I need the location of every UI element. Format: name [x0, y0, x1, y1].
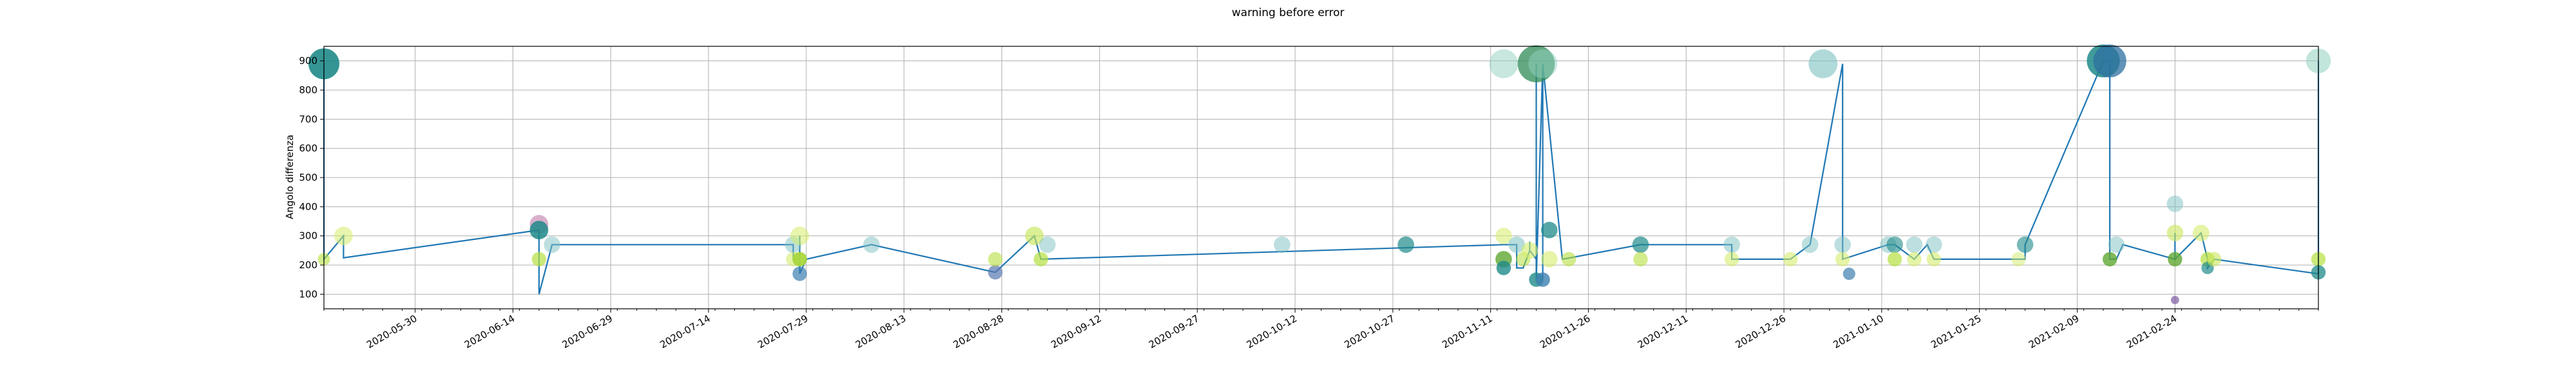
x-tick-label: 2020-05-30	[365, 313, 419, 351]
scatter-point	[1907, 252, 1922, 267]
scatter-point	[1496, 261, 1511, 275]
scatter-point	[2168, 252, 2183, 267]
y-tick-label: 300	[299, 230, 317, 242]
scatter-point	[1926, 236, 1942, 253]
scatter-point	[2011, 252, 2026, 267]
x-tick-label: 2021-02-24	[2125, 313, 2179, 351]
scatter-point	[1801, 236, 1819, 253]
y-tick-label: 400	[299, 201, 317, 212]
x-tick-label: 2020-08-28	[951, 313, 1006, 351]
scatter-point	[863, 236, 880, 253]
scatter-point	[1521, 242, 1539, 259]
x-tick-label: 2020-10-27	[1342, 313, 1397, 351]
x-tick-label: 2020-11-11	[1440, 313, 1495, 351]
scatter-point	[2093, 44, 2126, 78]
scatter-point	[1835, 252, 1850, 267]
y-tick-label: 800	[299, 84, 317, 96]
scatter-point	[1633, 252, 1648, 267]
axes: 100 200 300 400 500 600 700 800 900 2020-05-30 202…	[299, 46, 2319, 351]
scatter-point	[1528, 49, 1558, 78]
scatter-point	[792, 266, 808, 281]
y-tick-label: 500	[299, 172, 317, 183]
scatter-point	[1723, 236, 1740, 253]
scatter-point	[2206, 252, 2222, 267]
scatter-point	[529, 221, 549, 239]
y-tick-label: 700	[299, 113, 317, 125]
x-tick-label: 2020-06-29	[560, 313, 615, 351]
scatter-point	[1540, 251, 1558, 268]
scatter-point	[544, 236, 561, 253]
scatter-point	[1783, 252, 1798, 267]
scatter-point	[1808, 49, 1838, 78]
chart-title: warning before error	[1232, 6, 1345, 19]
x-tick-label: 2021-01-25	[1929, 313, 1984, 351]
scatter-point	[2102, 252, 2117, 267]
scatter-point	[334, 226, 353, 246]
scatter-point	[1535, 272, 1550, 287]
y-tick-label: 900	[299, 55, 317, 67]
scatter-point	[792, 252, 808, 267]
scatter-point	[2166, 225, 2184, 241]
scatter-point	[1495, 227, 1512, 244]
x-tick-label: 2020-07-29	[755, 313, 810, 351]
scatter-point	[1273, 236, 1291, 253]
scatter-point	[988, 265, 1003, 280]
x-tick-label: 2020-12-26	[1734, 313, 1788, 351]
x-tick-label: 2020-10-12	[1245, 313, 1300, 351]
scatter-point	[1508, 236, 1525, 253]
y-tick-label: 200	[299, 259, 317, 271]
scatter-point	[790, 226, 810, 246]
scatter-point	[1834, 236, 1851, 253]
scatter-point	[1489, 49, 1519, 78]
scatter-point	[2170, 296, 2179, 304]
y-tick-label: 600	[299, 143, 317, 154]
grid	[324, 46, 2318, 309]
x-tick-label: 2020-07-14	[658, 313, 713, 351]
scatter-point	[1842, 268, 1855, 280]
plot-frame	[323, 46, 2319, 309]
x-tick-label: 2021-02-09	[2027, 313, 2081, 351]
scatter-point	[1632, 236, 1649, 253]
scatter-point	[1906, 236, 1923, 253]
scatter-point	[531, 252, 547, 267]
scatter-point	[1724, 252, 1739, 267]
scatter-point	[1025, 226, 1044, 246]
x-tick-label: 2020-09-27	[1147, 313, 1202, 351]
scatter-point	[1561, 252, 1577, 267]
scatter-point	[1039, 236, 1056, 253]
y-axis-label: Angolo differenza	[284, 134, 296, 219]
x-tick-label: 2020-08-13	[853, 313, 908, 351]
scatter-point	[2193, 225, 2210, 241]
scatter-point	[2108, 236, 2125, 253]
scatter-point	[2016, 236, 2034, 253]
y-tick-label: 100	[299, 288, 317, 300]
scatter-point	[1886, 236, 1903, 253]
scatter-point	[988, 252, 1003, 267]
scatter-point	[1034, 252, 1048, 267]
x-tick-label: 2020-09-12	[1049, 313, 1104, 351]
scatter-point	[2166, 196, 2184, 212]
scatter-point	[1540, 221, 1558, 239]
x-tick-label: 2021-01-10	[1831, 313, 1886, 351]
scatter-point	[1397, 236, 1414, 253]
x-tick-label: 2020-06-14	[462, 313, 517, 351]
x-tick-label: 2020-12-11	[1636, 313, 1690, 351]
x-tick-label: 2020-11-26	[1538, 313, 1593, 351]
scatter-point	[1887, 252, 1902, 267]
scatter-point	[1926, 252, 1942, 267]
